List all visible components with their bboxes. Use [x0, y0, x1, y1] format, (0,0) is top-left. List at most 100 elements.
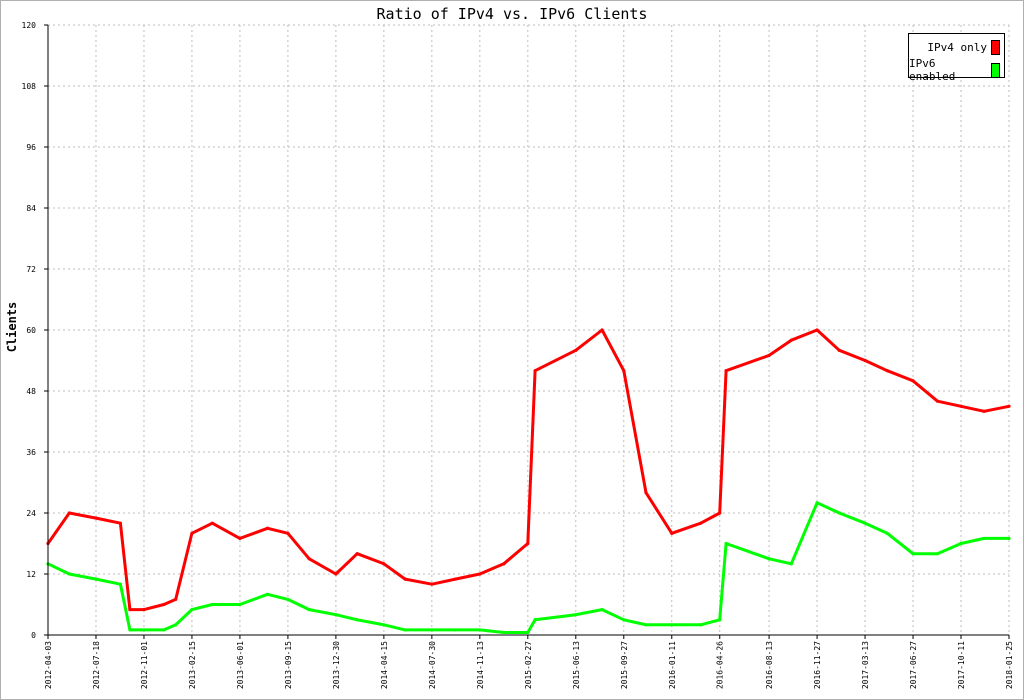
data-point-ipv4 [502, 562, 506, 566]
data-point-ipv4 [118, 521, 123, 525]
data-point-ipv4 [533, 369, 537, 373]
data-point-ipv6 [430, 628, 434, 632]
data-point-ipv4 [453, 577, 457, 581]
data-point-ipv4 [600, 328, 604, 332]
x-tick-label: 2012-04-03 [44, 641, 53, 689]
axes [44, 24, 1010, 639]
data-point-ipv4 [526, 541, 530, 546]
data-point-ipv4 [286, 531, 290, 535]
data-point-ipv4 [959, 404, 963, 408]
data-point-ipv6 [622, 618, 626, 622]
grid [47, 24, 1010, 635]
data-point-ipv6 [644, 623, 648, 627]
data-point-ipv6 [574, 613, 578, 617]
data-point-ipv6 [935, 552, 940, 556]
y-tick-label: 0 [31, 631, 36, 640]
data-point-ipv6 [265, 592, 270, 596]
y-tick-label: 24 [26, 509, 36, 518]
data-point-ipv4 [382, 562, 386, 566]
data-point-ipv4 [718, 511, 722, 515]
data-point-ipv6 [238, 602, 242, 607]
data-point-ipv4 [574, 348, 578, 352]
data-point-ipv4 [334, 572, 338, 576]
data-point-ipv6 [355, 618, 359, 622]
y-tick-label: 108 [22, 82, 37, 91]
data-point-ipv4 [67, 511, 71, 515]
data-point-ipv4 [699, 521, 703, 525]
data-point-ipv6 [885, 531, 889, 535]
legend-swatch-ipv4 [991, 40, 1000, 55]
x-tick-label: 2012-11-01 [140, 641, 149, 689]
data-point-ipv6 [307, 607, 311, 612]
data-point-ipv4 [403, 577, 407, 581]
data-point-ipv6 [982, 536, 986, 541]
data-point-ipv4 [307, 557, 311, 561]
data-point-ipv6 [789, 562, 793, 566]
data-point-ipv6 [190, 607, 194, 612]
data-point-ipv6 [334, 613, 338, 617]
data-point-ipv6 [718, 618, 722, 622]
data-point-ipv6 [162, 628, 166, 632]
data-point-ipv4 [724, 369, 728, 373]
data-point-ipv4 [430, 582, 434, 586]
x-tick-label: 2012-07-18 [92, 641, 101, 689]
data-point-ipv4 [885, 369, 889, 373]
data-point-ipv6 [959, 541, 963, 546]
y-tick-label: 48 [26, 387, 36, 396]
data-point-ipv6 [526, 630, 530, 635]
data-point-ipv6 [863, 521, 867, 525]
x-tick-label: 2015-06-13 [572, 641, 581, 689]
y-tick-label: 84 [26, 204, 36, 213]
x-tick-label: 2017-06-27 [909, 641, 918, 689]
chart-title: Ratio of IPv4 vs. IPv6 Clients [376, 5, 648, 23]
data-point-ipv4 [767, 353, 771, 358]
x-tick-label: 2013-06-01 [236, 641, 245, 689]
x-tick-label: 2017-10-11 [957, 641, 966, 689]
x-tick-label: 2016-11-27 [813, 641, 822, 689]
data-point-ipv6 [699, 623, 703, 627]
data-point-ipv6 [174, 623, 178, 627]
x-tick-label: 2013-09-15 [284, 641, 293, 689]
data-point-ipv6 [210, 602, 214, 607]
data-point-ipv6 [724, 541, 728, 546]
data-point-ipv4 [837, 348, 841, 352]
data-point-ipv4 [355, 552, 359, 556]
x-tick-label: 2014-07-30 [428, 641, 437, 689]
data-point-ipv4 [190, 531, 194, 535]
y-tick-label: 36 [26, 448, 36, 457]
data-point-ipv6 [286, 597, 290, 602]
data-point-ipv4 [1007, 404, 1011, 408]
y-tick-label: 60 [26, 326, 36, 335]
data-point-ipv6 [670, 623, 674, 627]
data-point-ipv6 [911, 552, 915, 556]
legend: IPv4 only IPv6 enabled [908, 33, 1005, 83]
x-tick-label: 2018-01-25 [1005, 641, 1014, 689]
data-point-ipv4 [142, 607, 146, 612]
x-tick-label: 2015-02-27 [524, 641, 533, 689]
data-point-ipv4 [128, 607, 132, 612]
data-point-ipv4 [982, 409, 986, 413]
series-layer [46, 328, 1011, 635]
data-point-ipv4 [265, 526, 270, 530]
data-point-ipv6 [67, 572, 71, 576]
data-point-ipv4 [478, 572, 482, 576]
data-point-ipv6 [478, 628, 482, 632]
data-point-ipv6 [382, 623, 386, 627]
x-tick-label: 2017-03-13 [861, 641, 870, 689]
data-point-ipv4 [622, 369, 626, 373]
data-point-ipv6 [128, 628, 132, 632]
data-point-ipv6 [533, 618, 537, 622]
data-point-ipv4 [162, 602, 166, 607]
data-point-ipv4 [210, 521, 214, 525]
data-point-ipv6 [815, 501, 819, 505]
x-tick-label: 2014-04-15 [380, 641, 389, 689]
data-point-ipv6 [767, 557, 771, 561]
data-point-ipv4 [238, 536, 242, 541]
data-point-ipv4 [670, 531, 674, 535]
data-point-ipv4 [174, 597, 178, 602]
data-point-ipv6 [118, 582, 123, 586]
data-point-ipv6 [403, 628, 407, 632]
x-tick-label: 2015-09-27 [620, 641, 629, 689]
